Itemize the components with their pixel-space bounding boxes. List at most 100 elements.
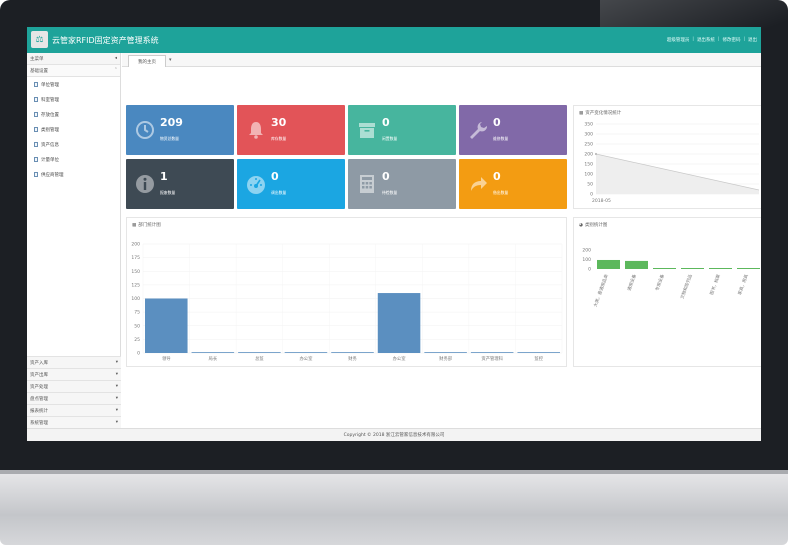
sidebar-group-outbound[interactable]: 资产出库 ▾ bbox=[27, 368, 121, 380]
dept-panel-title: ▩ 部门统计图 bbox=[132, 222, 161, 229]
sidebar-item-category[interactable]: 类别管理 bbox=[27, 122, 120, 137]
change-password-link[interactable]: 修改密码 bbox=[722, 38, 741, 43]
sidebar-item-label: 存放位置 bbox=[41, 112, 59, 118]
sidebar-item-location[interactable]: 存放位置 bbox=[27, 107, 120, 122]
sidebar-section-label: 基础设置 bbox=[30, 68, 48, 74]
tile-value: 0 bbox=[493, 170, 501, 183]
y-tick-label: 100 bbox=[582, 257, 591, 263]
bar bbox=[470, 352, 514, 353]
tile-value: 0 bbox=[271, 170, 279, 183]
sidebar-item-label: 单位管理 bbox=[41, 82, 59, 88]
bar-chart-icon: ▩ bbox=[579, 110, 584, 116]
chevron-down-icon: ▾ bbox=[115, 420, 118, 425]
chevron-down-icon: ▾ bbox=[115, 372, 118, 377]
category-chart: 0 100 200 大类，普通用品类 通用设备 专用设备 文物和陈列品 图书，档案 家具，用具 bbox=[582, 248, 760, 308]
bar bbox=[681, 268, 704, 269]
y-tick-label: 150 bbox=[131, 269, 140, 275]
tile-borrowed[interactable]: 0 借出数量 bbox=[459, 159, 567, 209]
footer: Copyright © 2018 浙江云管家信息技术有限公司 bbox=[27, 428, 761, 441]
sidebar-groups: 资产入库 ▾ 资产出库 ▾ 资产处理 ▾ 盘点管理 ▾ 报表统计 ▾ 系统管理 ▾ bbox=[27, 356, 121, 428]
tile-value: 1 bbox=[160, 170, 168, 183]
x-tick-label: 文物和陈列品 bbox=[678, 273, 693, 300]
y-tick-label: 0 bbox=[590, 192, 593, 198]
divider: | bbox=[743, 37, 745, 42]
sidebar-item-label: 计量单位 bbox=[41, 157, 59, 163]
sidebar-section-basic[interactable]: 基础设置 ˄ bbox=[27, 65, 120, 77]
tile-total[interactable]: 209 物资总数量 bbox=[126, 105, 234, 155]
monitor-chin-edge bbox=[0, 470, 788, 474]
sidebar-group-inventory[interactable]: 盘点管理 ▾ bbox=[27, 392, 121, 404]
y-tick-label: 25 bbox=[134, 337, 140, 343]
x-tick-label: 办公室 bbox=[393, 355, 407, 362]
tile-idle[interactable]: 0 闲置数量 bbox=[348, 105, 456, 155]
document-icon bbox=[34, 142, 38, 147]
sidebar: 主菜单 ◂ 基础设置 ˄ 单位管理 科室管理 存放位置 类别管理 资产信息 计量… bbox=[27, 53, 121, 428]
y-tick-label: 0 bbox=[137, 351, 140, 357]
x-tick-label: 资产管理科 bbox=[481, 355, 503, 362]
y-tick-label: 100 bbox=[584, 172, 593, 178]
tile-scrapped[interactable]: 1 报废数量 bbox=[126, 159, 234, 209]
category-panel-title: ◕ 类别统计图 bbox=[579, 222, 608, 229]
tab-menu-icon[interactable]: ▾ bbox=[169, 57, 172, 63]
y-tick-label: 200 bbox=[584, 152, 593, 158]
sidebar-group-disposal[interactable]: 资产处理 ▾ bbox=[27, 380, 121, 392]
tile-label: 借出数量 bbox=[493, 190, 509, 195]
sidebar-group-label: 资产入库 bbox=[30, 360, 48, 366]
monitor-chin bbox=[0, 470, 788, 545]
main-content: 我的主页 ▾ 209 物资总数量 30 库存数量 bbox=[122, 53, 761, 428]
x-tick-label: 领导 bbox=[162, 355, 171, 362]
sidebar-item-asset-info[interactable]: 资产信息 bbox=[27, 137, 120, 152]
x-tick-label: 通用设备 bbox=[625, 273, 638, 292]
sidebar-item-unit[interactable]: 单位管理 bbox=[27, 77, 120, 92]
document-icon bbox=[34, 172, 38, 177]
exit-link[interactable]: 退出 bbox=[748, 38, 757, 43]
sidebar-group-system[interactable]: 系统管理 ▾ bbox=[27, 416, 121, 428]
y-tick-label: 125 bbox=[131, 282, 140, 288]
series-area bbox=[596, 154, 759, 194]
sidebar-group-inbound[interactable]: 资产入库 ▾ bbox=[27, 356, 121, 368]
x-tick-label: 图书，档案 bbox=[708, 273, 722, 296]
collapse-icon[interactable]: ◂ bbox=[114, 56, 117, 61]
y-tick-label: 75 bbox=[134, 310, 140, 316]
tile-value: 209 bbox=[160, 116, 183, 129]
x-tick-label: 财务 bbox=[348, 355, 357, 362]
document-icon bbox=[34, 97, 38, 102]
sidebar-header: 主菜单 ◂ bbox=[27, 53, 120, 65]
tab-bar: 我的主页 ▾ bbox=[122, 53, 761, 67]
bar bbox=[284, 352, 328, 353]
logout-system-link[interactable]: 退出系统 bbox=[696, 38, 715, 43]
dept-panel: ▩ 部门统计图 0 25 50 75 100 125 150 175 200 领导 局长 总监 办公室 财… bbox=[126, 217, 567, 367]
dept-chart: 0 25 50 75 100 125 150 175 200 领导 局长 总监 办公室 财务 办公室 财务部 资… bbox=[131, 242, 563, 362]
sidebar-item-supplier[interactable]: 供应商管理 bbox=[27, 167, 120, 182]
x-tick-label: 办公室 bbox=[299, 355, 313, 362]
y-tick-label: 50 bbox=[134, 323, 140, 329]
tile-pending[interactable]: 0 待检数量 bbox=[348, 159, 456, 209]
sidebar-item-unit-of-measure[interactable]: 计量单位 bbox=[27, 152, 120, 167]
tile-value: 0 bbox=[382, 170, 390, 183]
category-panel-title-text: 类别统计图 bbox=[584, 223, 608, 228]
tile-transferred[interactable]: 0 调出数量 bbox=[237, 159, 345, 209]
copyright-text: Copyright © 2018 浙江云管家信息技术有限公司 bbox=[343, 433, 445, 438]
app-header: ⚖ 云管家RFID固定资产管理系统 超级管理员 | 退出系统 | 修改密码 | … bbox=[27, 27, 761, 53]
tile-value: 0 bbox=[493, 116, 501, 129]
y-tick-label: 175 bbox=[131, 255, 140, 261]
document-icon bbox=[34, 82, 38, 87]
chevron-up-icon: ˄ bbox=[114, 68, 117, 73]
tile-label: 维修数量 bbox=[493, 136, 509, 141]
chevron-down-icon: ▾ bbox=[115, 408, 118, 413]
sidebar-group-reports[interactable]: 报表统计 ▾ bbox=[27, 404, 121, 416]
tile-repair[interactable]: 0 维修数量 bbox=[459, 105, 567, 155]
sidebar-item-department[interactable]: 科室管理 bbox=[27, 92, 120, 107]
document-icon bbox=[34, 112, 38, 117]
divider: | bbox=[717, 37, 720, 42]
x-tick-label: 局长 bbox=[209, 355, 218, 362]
document-icon bbox=[34, 157, 38, 162]
screen: ⚖ 云管家RFID固定资产管理系统 超级管理员 | 退出系统 | 修改密码 | … bbox=[27, 27, 761, 441]
tab-home[interactable]: 我的主页 bbox=[128, 55, 166, 67]
user-link[interactable]: 超级管理员 bbox=[666, 38, 690, 43]
tile-label: 物资总数量 bbox=[160, 136, 179, 141]
bar bbox=[517, 352, 560, 353]
tile-stock[interactable]: 30 库存数量 bbox=[237, 105, 345, 155]
bar bbox=[238, 352, 281, 353]
